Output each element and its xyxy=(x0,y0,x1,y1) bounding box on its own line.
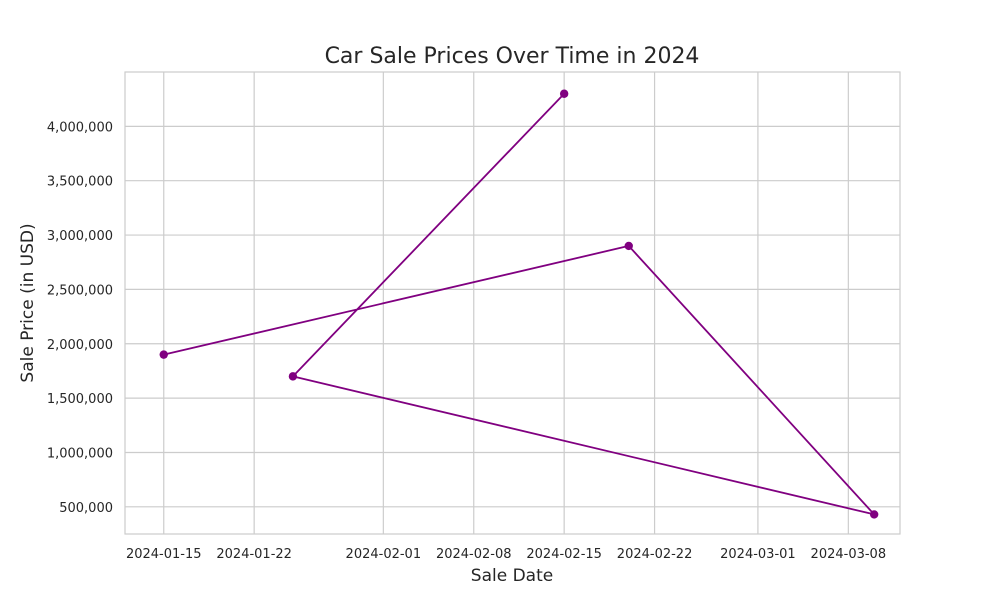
x-tick-label: 2024-02-22 xyxy=(617,547,693,562)
x-tick-label: 2024-03-08 xyxy=(811,547,887,562)
y-tick-label: 3,500,000 xyxy=(47,175,113,190)
y-tick-label: 1,500,000 xyxy=(47,392,113,407)
data-point-marker[interactable] xyxy=(869,510,879,519)
data-point-marker[interactable] xyxy=(624,241,633,251)
y-axis-label: Sale Price (in USD) xyxy=(18,223,38,382)
x-tick-label: 2024-03-01 xyxy=(720,547,796,562)
y-tick-label: 500,000 xyxy=(59,501,113,516)
data-point-marker[interactable] xyxy=(559,89,569,98)
data-point-marker[interactable] xyxy=(159,350,168,359)
y-tick-label: 2,500,000 xyxy=(47,283,113,298)
x-tick-label: 2024-02-01 xyxy=(346,547,422,562)
series-layer xyxy=(159,89,879,519)
x-tick-label: 2024-02-15 xyxy=(526,547,602,562)
x-tick-label: 2024-02-08 xyxy=(436,547,512,562)
data-point-marker[interactable] xyxy=(288,372,298,381)
y-tick-label: 2,000,000 xyxy=(47,338,113,353)
chart-title: Car Sale Prices Over Time in 2024 xyxy=(325,44,700,69)
plot-area-frame xyxy=(124,71,901,535)
grid-lines xyxy=(125,72,900,534)
axis-ticks: 2024-01-15 2024-01-22 2024-02-01 2024-02-08… xyxy=(47,120,886,562)
x-axis-label: Sale Date xyxy=(471,566,553,586)
x-tick-label: 2024-01-15 xyxy=(126,547,202,562)
y-tick-label: 3,000,000 xyxy=(47,229,113,244)
y-tick-label: 1,000,000 xyxy=(47,446,113,461)
x-tick-label: 2024-01-22 xyxy=(216,547,292,562)
y-tick-label: 4,000,000 xyxy=(47,120,113,135)
